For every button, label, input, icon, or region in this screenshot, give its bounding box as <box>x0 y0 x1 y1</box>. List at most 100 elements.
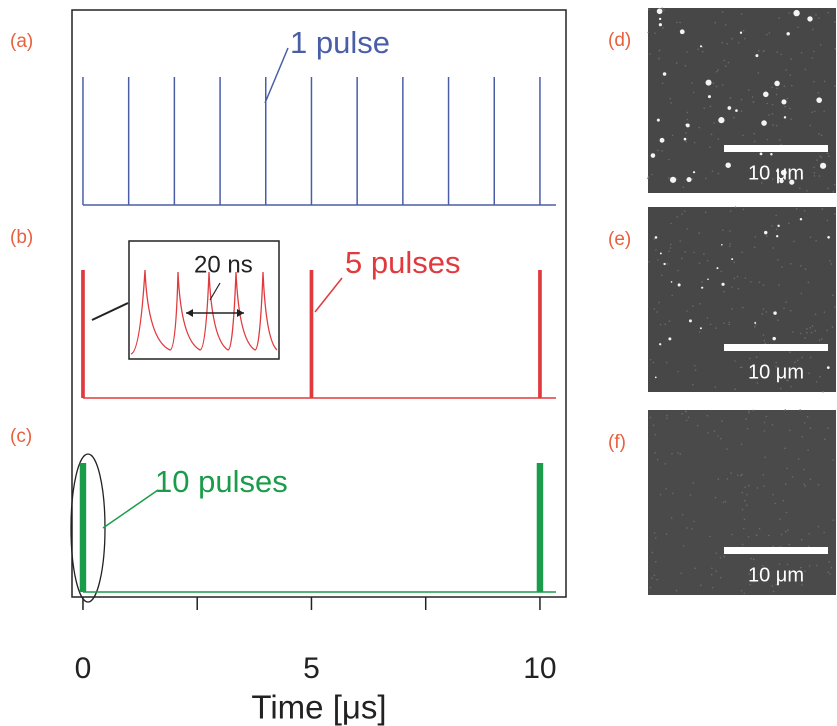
particle <box>827 236 830 239</box>
speckle <box>821 338 823 340</box>
speckle <box>831 567 833 569</box>
speckle <box>790 310 792 312</box>
particle <box>663 72 667 76</box>
speckle <box>657 459 659 461</box>
speckle <box>790 263 792 265</box>
speckle <box>786 468 788 470</box>
speckle <box>781 534 783 536</box>
speckle <box>676 62 678 64</box>
speckle <box>808 282 810 284</box>
speckle <box>695 369 697 371</box>
speckle <box>784 85 786 87</box>
particle <box>680 29 685 34</box>
speckle <box>806 332 808 334</box>
speckle <box>649 53 651 55</box>
speckle <box>779 139 781 141</box>
speckle <box>720 577 722 579</box>
speckle <box>737 474 739 476</box>
speckle <box>740 475 742 477</box>
speckle <box>789 430 791 432</box>
speckle <box>738 288 740 290</box>
speckle <box>761 313 763 315</box>
speckle <box>665 488 667 490</box>
speckle <box>792 476 794 478</box>
speckle <box>692 305 694 307</box>
speckle <box>769 32 771 34</box>
speckle <box>685 141 687 143</box>
speckle <box>728 321 730 323</box>
particle <box>773 311 776 314</box>
speckle <box>819 155 821 157</box>
speckle <box>767 139 769 141</box>
speckle <box>669 320 671 322</box>
speckle <box>653 424 655 426</box>
speckle <box>653 238 655 240</box>
particle <box>777 225 779 227</box>
speckle <box>813 81 815 83</box>
speckle <box>766 103 768 105</box>
speckle <box>666 417 668 419</box>
speckle <box>810 478 812 480</box>
speckle <box>698 232 700 234</box>
speckle <box>661 275 663 277</box>
speckle <box>753 559 755 561</box>
speckle <box>756 534 758 536</box>
speckle <box>659 50 661 52</box>
speckle <box>741 110 743 112</box>
particle <box>659 18 661 20</box>
speckle <box>755 324 757 326</box>
speckle <box>744 38 746 40</box>
particle <box>700 327 702 329</box>
speckle <box>722 84 724 86</box>
speckle <box>790 386 792 388</box>
speckle <box>823 532 825 534</box>
speckle <box>754 247 756 249</box>
speckle <box>741 13 743 15</box>
speckle <box>806 190 808 192</box>
speckle <box>726 43 728 45</box>
speckle <box>765 342 767 344</box>
speckle <box>707 260 709 262</box>
speckle <box>832 294 834 296</box>
speckle <box>650 587 652 589</box>
speckle <box>741 590 743 592</box>
particle <box>657 8 663 14</box>
particle <box>718 117 724 123</box>
particle <box>708 95 711 98</box>
x-tick-label: 0 <box>75 652 92 685</box>
panel-label: (f) <box>608 432 626 453</box>
speckle <box>831 263 833 265</box>
speckle <box>681 213 683 215</box>
speckle <box>771 87 773 89</box>
speckle <box>731 534 733 536</box>
speckle <box>731 308 733 310</box>
speckle <box>688 416 690 418</box>
speckle <box>728 324 730 326</box>
speckle <box>734 278 736 280</box>
speckle <box>790 74 792 76</box>
speckle <box>743 209 745 211</box>
particle <box>820 163 826 169</box>
speckle <box>759 281 761 283</box>
speckle <box>777 259 779 261</box>
speckle <box>755 236 757 238</box>
speckle <box>718 173 720 175</box>
speckle <box>743 528 745 530</box>
speckle <box>652 552 654 554</box>
speckle <box>671 453 673 455</box>
particle <box>689 319 692 322</box>
speckle <box>752 410 754 412</box>
particle <box>657 119 660 122</box>
speckle <box>648 176 650 178</box>
speckle <box>771 225 773 227</box>
speckle <box>796 208 798 210</box>
speckle <box>827 571 829 573</box>
speckle <box>748 89 750 91</box>
speckle <box>827 153 829 155</box>
annotation: 5 pulses <box>345 245 460 280</box>
speckle <box>654 452 656 454</box>
particle <box>793 10 799 16</box>
speckle <box>670 102 672 104</box>
speckle <box>816 159 818 161</box>
speckle <box>820 44 822 46</box>
